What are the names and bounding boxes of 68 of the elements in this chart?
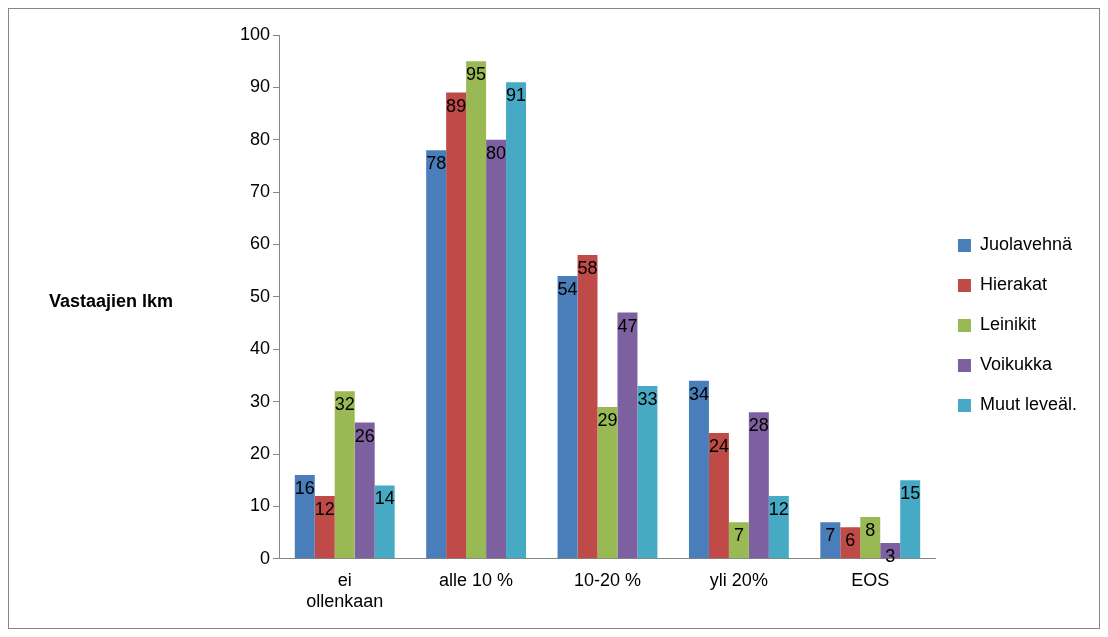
data-label: 78 (426, 153, 447, 174)
y-tick-label: 50 (250, 285, 271, 306)
data-label: 29 (597, 409, 618, 430)
bar (688, 380, 709, 559)
data-label: 32 (334, 394, 355, 415)
legend-label: Leinikit (979, 314, 1036, 335)
data-label: 6 (845, 530, 856, 551)
bar (557, 275, 578, 559)
y-tick-label: 0 (260, 547, 271, 568)
data-label: 16 (294, 477, 315, 498)
bar (426, 150, 447, 559)
data-label: 34 (688, 383, 709, 404)
x-tick-label: EOS (851, 569, 890, 590)
bar (374, 485, 395, 559)
legend-label: Hierakat (979, 274, 1047, 295)
bar (506, 82, 527, 559)
bar (486, 139, 507, 559)
y-tick-label: 80 (250, 128, 271, 149)
x-tick-label: yli 20% (709, 569, 768, 590)
y-tick-label: 10 (250, 495, 271, 516)
y-tick-label: 90 (250, 76, 271, 97)
bar (466, 61, 487, 559)
data-label: 54 (557, 278, 578, 299)
y-tick-label: 20 (250, 443, 271, 464)
bar (334, 391, 355, 559)
legend-label: Muut leveäl. (979, 394, 1078, 415)
bar (728, 522, 749, 559)
data-label: 91 (506, 85, 527, 106)
y-tick-label: 70 (250, 181, 271, 202)
y-axis-title: Vastaajien lkm (49, 291, 175, 312)
bar (294, 474, 315, 559)
data-label: 15 (900, 483, 921, 504)
legend-label: Voikukka (979, 354, 1053, 375)
bar (637, 385, 658, 559)
y-tick-label: 100 (239, 23, 271, 44)
bar (900, 480, 921, 559)
data-label: 89 (446, 95, 467, 116)
y-tick-label: 60 (250, 233, 271, 254)
data-label: 7 (733, 525, 744, 546)
bar (708, 433, 729, 559)
data-label: 26 (354, 425, 375, 446)
bar (446, 92, 467, 559)
x-tick-label: ei ollenkaan (306, 569, 384, 612)
data-label: 24 (708, 436, 729, 457)
bar (354, 422, 375, 559)
data-label: 12 (768, 498, 789, 519)
data-label: 80 (486, 142, 507, 163)
data-label: 47 (617, 315, 638, 336)
legend-label: Juolavehnä (979, 234, 1074, 255)
data-label: 14 (374, 488, 395, 509)
data-label: 58 (577, 257, 598, 278)
bar (748, 412, 769, 559)
bar (617, 312, 638, 559)
data-label: 33 (637, 388, 658, 409)
bar (768, 495, 789, 559)
data-label: 28 (748, 415, 769, 436)
data-label: 8 (865, 519, 876, 540)
bar (314, 495, 335, 559)
bar (577, 255, 598, 559)
data-label: 7 (825, 525, 836, 546)
bar (820, 522, 841, 559)
data-label: 95 (466, 64, 487, 85)
y-tick-label: 40 (250, 338, 271, 359)
data-label: 12 (314, 498, 335, 519)
x-tick-label: alle 10 % (439, 569, 514, 590)
y-tick-label: 30 (250, 390, 271, 411)
bar (597, 406, 618, 559)
x-tick-label: 10-20 % (573, 569, 642, 590)
